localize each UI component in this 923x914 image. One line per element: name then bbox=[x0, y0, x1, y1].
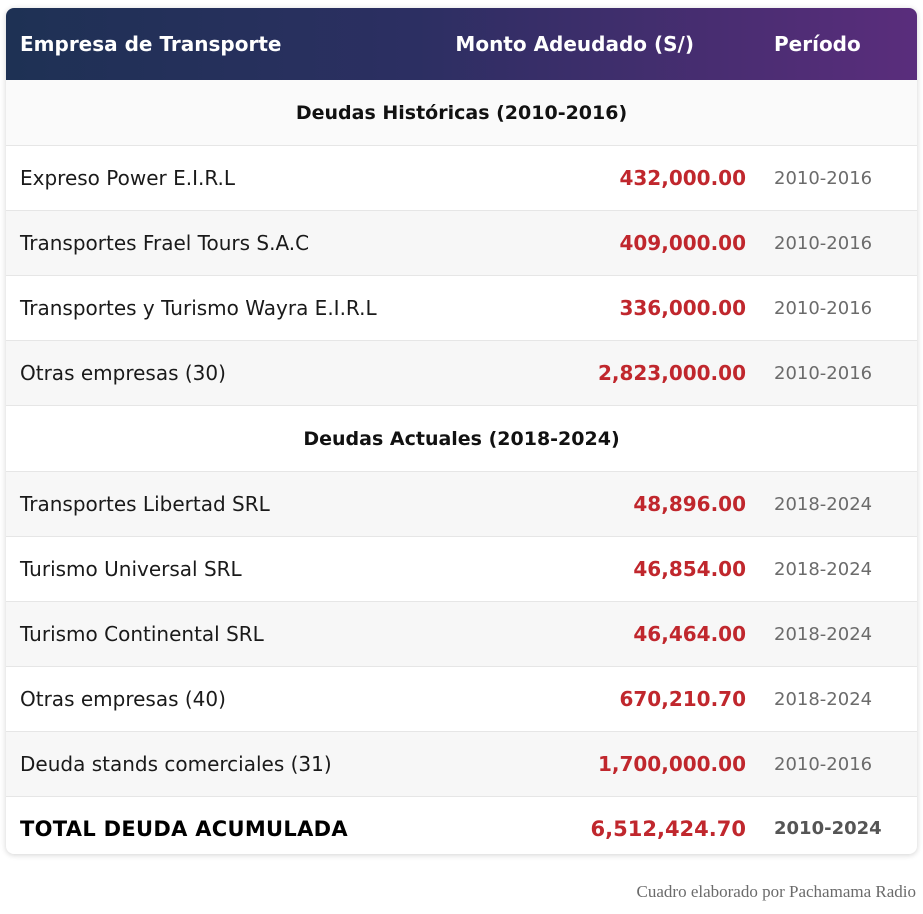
row-company: Transportes Frael Tours S.A.C bbox=[20, 231, 310, 255]
row-amount: 336,000.00 bbox=[619, 296, 746, 320]
table-row: Expreso Power E.I.R.L 432,000.00 2010-20… bbox=[6, 146, 917, 211]
table-row: Transportes Frael Tours S.A.C 409,000.00… bbox=[6, 211, 917, 276]
row-amount: 670,210.70 bbox=[619, 687, 746, 711]
row-company: Otras empresas (30) bbox=[20, 361, 226, 385]
total-row: TOTAL DEUDA ACUMULADA 6,512,424.70 2010-… bbox=[6, 797, 917, 854]
row-period: 2018-2024 bbox=[774, 558, 873, 580]
row-amount: 432,000.00 bbox=[619, 166, 746, 190]
table-row: Turismo Universal SRL 46,854.00 2018-202… bbox=[6, 537, 917, 602]
row-amount: 409,000.00 bbox=[619, 231, 746, 255]
row-company: Expreso Power E.I.R.L bbox=[20, 166, 236, 190]
row-company: Turismo Universal SRL bbox=[20, 557, 242, 581]
row-company: Deuda stands comerciales (31) bbox=[20, 752, 332, 776]
header-period: Período bbox=[774, 32, 861, 56]
row-period: 2010-2016 bbox=[774, 232, 873, 254]
section-current-title: Deudas Actuales (2018-2024) bbox=[6, 406, 917, 472]
row-amount: 48,896.00 bbox=[633, 492, 746, 516]
section-historic-title: Deudas Históricas (2010-2016) bbox=[6, 80, 917, 146]
row-amount: 46,464.00 bbox=[633, 622, 746, 646]
source-caption: Cuadro elaborado por Pachamama Radio bbox=[636, 882, 916, 901]
row-period: 2010-2016 bbox=[774, 753, 873, 775]
table-row: Transportes y Turismo Wayra E.I.R.L 336,… bbox=[6, 276, 917, 341]
row-period: 2018-2024 bbox=[774, 623, 873, 645]
row-company: Transportes y Turismo Wayra E.I.R.L bbox=[20, 296, 377, 320]
row-amount: 2,823,000.00 bbox=[597, 361, 746, 385]
row-period: 2018-2024 bbox=[774, 493, 873, 515]
row-company: Transportes Libertad SRL bbox=[20, 492, 270, 516]
table-row: Deuda stands comerciales (31) 1,700,000.… bbox=[6, 732, 917, 797]
row-company: Otras empresas (40) bbox=[20, 687, 226, 711]
total-label: TOTAL DEUDA ACUMULADA bbox=[20, 816, 348, 841]
row-period: 2018-2024 bbox=[774, 688, 873, 710]
row-amount: 46,854.00 bbox=[633, 557, 746, 581]
total-period: 2010-2024 bbox=[774, 818, 882, 839]
header-amount: Monto Adeudado (S/) bbox=[455, 32, 694, 56]
header-company: Empresa de Transporte bbox=[20, 32, 282, 56]
total-amount: 6,512,424.70 bbox=[590, 816, 746, 841]
table-header: Empresa de Transporte Monto Adeudado (S/… bbox=[6, 8, 917, 80]
row-period: 2010-2016 bbox=[774, 362, 873, 384]
debt-table: Empresa de Transporte Monto Adeudado (S/… bbox=[6, 8, 917, 854]
table-row: Otras empresas (40) 670,210.70 2018-2024 bbox=[6, 667, 917, 732]
row-company: Turismo Continental SRL bbox=[20, 622, 264, 646]
table-row: Turismo Continental SRL 46,464.00 2018-2… bbox=[6, 602, 917, 667]
row-amount: 1,700,000.00 bbox=[597, 752, 746, 776]
table-row: Transportes Libertad SRL 48,896.00 2018-… bbox=[6, 472, 917, 537]
row-period: 2010-2016 bbox=[774, 167, 873, 189]
row-period: 2010-2016 bbox=[774, 297, 873, 319]
table-row: Otras empresas (30) 2,823,000.00 2010-20… bbox=[6, 341, 917, 406]
